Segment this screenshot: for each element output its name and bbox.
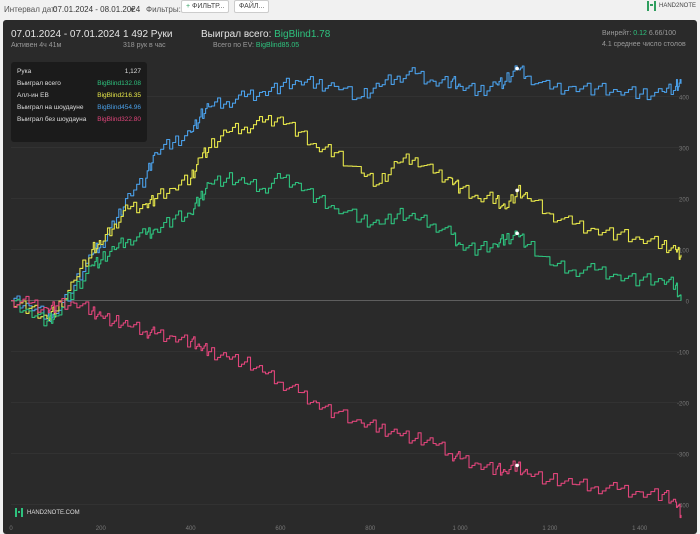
tooltip-value: BigBlind216.35 — [97, 92, 141, 99]
date-range-label: Интервал дат: — [4, 5, 57, 14]
hover-marker — [515, 188, 519, 193]
tooltip-value: BigBlind132.08 — [97, 80, 141, 87]
logo-text: HAND2NOTE — [658, 3, 696, 9]
hover-marker — [515, 231, 519, 236]
series-line-2 — [11, 115, 682, 321]
average-tables: 4.1 среднее число столов — [602, 41, 686, 48]
tooltip-label: Выиграл без шоудауна — [17, 116, 87, 123]
ev-total-label: Всего по EV: — [213, 42, 254, 49]
x-tick-label: 800 — [365, 526, 376, 532]
series-line-4 — [11, 295, 682, 519]
x-tick-label: 1 200 — [542, 526, 558, 532]
y-tick-label: 200 — [679, 198, 690, 204]
won-total: Выиграл всего: BigBlind1.78 — [201, 29, 330, 40]
x-tick-label: 200 — [96, 526, 107, 532]
won-total-value: BigBlind1.78 — [274, 29, 331, 40]
tooltip-label: Выиграл на шоудауне — [17, 104, 84, 111]
watermark: HAND2NOTE.COM — [15, 508, 80, 517]
y-tick-label: 300 — [679, 147, 690, 153]
tooltip-value: BigBlind454.96 — [97, 104, 141, 111]
graph-panel: 400 300 200 100 0 -100 -200 -300 -400 0 200 400 600 8… — [3, 20, 697, 534]
filter-button-label: ФИЛЬТР... — [192, 3, 225, 10]
tooltip-label: Алл-ин EB — [17, 92, 49, 99]
chart-tooltip: Рука 1,127 Выиграл всего BigBlind132.08 Алл-… — [11, 62, 147, 142]
active-time: Активен 4ч 41м — [11, 42, 62, 49]
tooltip-row: Алл-ин EB BigBlind216.35 — [17, 90, 141, 102]
winrate-value: 0.12 — [633, 30, 647, 37]
tooltip-label: Выиграл всего — [17, 80, 61, 87]
app-logo: HAND2NOTE — [646, 1, 696, 11]
tooltip-row: Выиграл без шоудауна BigBlind322.80 — [17, 114, 141, 126]
tooltip-row: Выиграл всего BigBlind132.08 — [17, 78, 141, 90]
x-tick-label: 0 — [9, 526, 13, 532]
x-tick-label: 1 000 — [453, 526, 469, 532]
series-line-3 — [11, 172, 682, 327]
winrate-label: Винрейт: — [602, 30, 632, 37]
won-total-label: Выиграл всего: — [201, 29, 272, 40]
x-tick-label: 1 400 — [632, 526, 648, 532]
hover-marker — [515, 66, 519, 71]
y-tick-label: -100 — [677, 351, 690, 357]
y-tick-label: -300 — [677, 453, 690, 459]
tooltip-row: Рука 1,127 — [17, 66, 141, 78]
y-tick-label: 400 — [679, 96, 690, 102]
filters-label: Фильтры: — [146, 5, 181, 14]
tooltip-value: BigBlind322.80 — [97, 116, 141, 123]
watermark-text: HAND2NOTE.COM — [27, 509, 80, 516]
ev-total-value: BigBlind85.05 — [255, 42, 300, 49]
filter-button[interactable]: + ФИЛЬТР... — [181, 0, 230, 13]
y-tick-label: -400 — [677, 504, 690, 510]
chevron-down-icon[interactable]: ▾ — [130, 5, 135, 14]
winrate-ev: 6.66/100 — [648, 30, 677, 37]
tooltip-row: Выиграл на шоудауне BigBlind454.96 — [17, 102, 141, 114]
date-range-picker[interactable]: 07.01.2024 - 08.01.2024 — [53, 5, 141, 14]
tooltip-value: 1,127 — [124, 68, 141, 75]
profit-chart[interactable]: 400 300 200 100 0 -100 -200 -300 -400 0 200 400 600 8… — [3, 20, 697, 534]
ev-total: Всего по EV: BigBlind85.05 — [213, 42, 299, 49]
y-tick-label: -200 — [677, 402, 690, 408]
y-tick-label: 100 — [679, 249, 690, 255]
series-line-1 — [11, 65, 682, 323]
tooltip-label: Рука — [17, 68, 32, 75]
hover-marker — [515, 463, 519, 468]
watermark-logo-icon — [15, 508, 23, 517]
hands-rate: 318 рук в час — [123, 42, 166, 49]
x-tick-label: 400 — [186, 526, 197, 532]
hands-count: 1 492 Руки — [123, 29, 173, 40]
date-range-title: 07.01.2024 - 07.01.2024 — [11, 29, 120, 40]
logo-icon — [646, 1, 656, 11]
plus-icon: + — [186, 3, 191, 10]
x-tick-label: 600 — [275, 526, 286, 532]
top-toolbar: Интервал дат: 07.01.2024 - 08.01.2024 ▾ … — [0, 0, 700, 20]
y-tick-label: 0 — [686, 300, 690, 306]
winrate: Винрейт: 0.12 6.66/100 — [602, 30, 676, 37]
file-button[interactable]: ФАЙЛ... — [234, 0, 270, 13]
